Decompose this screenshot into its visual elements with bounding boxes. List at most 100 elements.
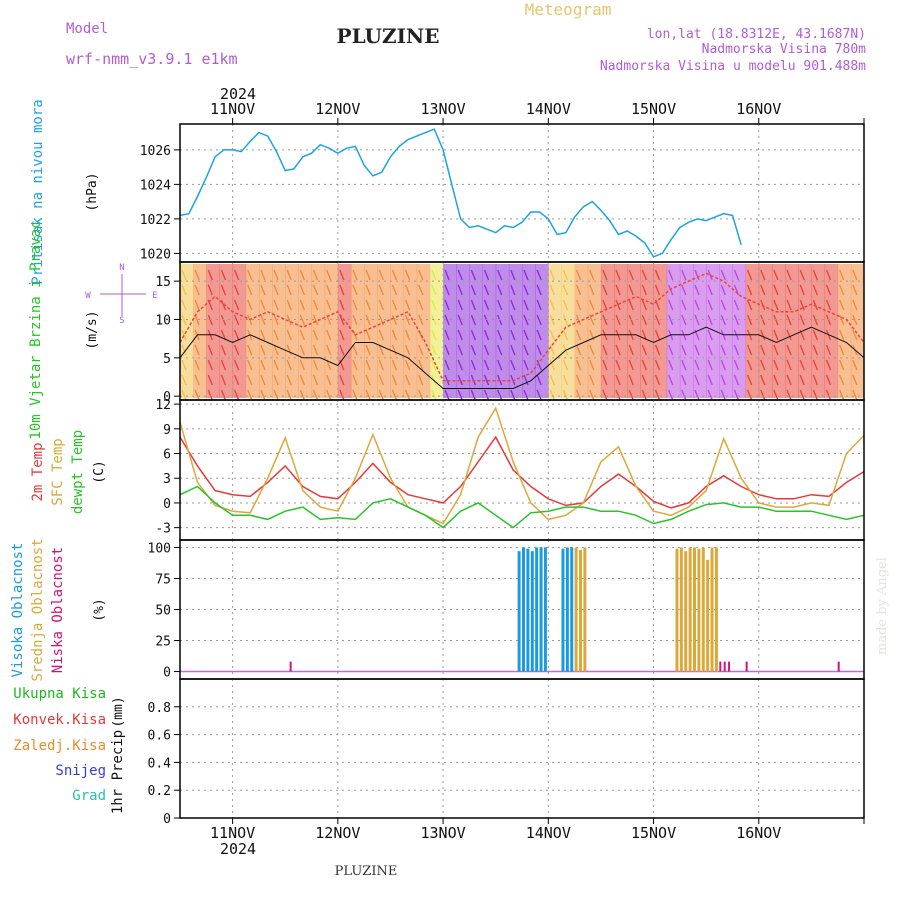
wind-barb bbox=[483, 329, 490, 341]
wind-barb bbox=[589, 299, 595, 311]
wind-barb bbox=[839, 269, 845, 281]
wind-barb bbox=[654, 389, 661, 401]
y-tick-label: 6 bbox=[163, 448, 171, 463]
panel-clouds: 0 25 50 75 100 bbox=[148, 539, 865, 681]
wind-barb bbox=[457, 389, 463, 401]
wind-barb bbox=[786, 344, 792, 356]
wind-barb bbox=[839, 389, 845, 401]
wind-barb bbox=[286, 359, 292, 371]
wind-barb bbox=[444, 299, 450, 311]
wind-barb bbox=[549, 374, 555, 386]
wind-barb bbox=[497, 299, 503, 311]
wind-barb bbox=[825, 359, 832, 371]
wind-barb bbox=[247, 299, 253, 311]
wind-barb bbox=[575, 389, 582, 401]
wind-barb bbox=[746, 374, 753, 386]
wind-barb bbox=[720, 314, 726, 326]
cloud-bar bbox=[693, 547, 696, 672]
wind-barb bbox=[681, 344, 687, 356]
legend-freezing-rain: Zaledj.Kisa bbox=[13, 738, 106, 754]
wind-barb bbox=[720, 269, 726, 281]
wind-barb bbox=[194, 374, 200, 386]
wind-barb bbox=[733, 359, 740, 371]
wind-barb bbox=[233, 314, 240, 326]
wind-barb bbox=[510, 389, 516, 401]
wind-barb bbox=[220, 359, 227, 371]
wind-barb bbox=[746, 359, 753, 371]
wind-barb bbox=[312, 344, 319, 356]
wind-barb bbox=[233, 284, 240, 296]
wind-barb bbox=[668, 269, 674, 281]
credit-watermark: made by Angel bbox=[875, 557, 890, 655]
cloud-bar bbox=[517, 551, 521, 672]
wind-barb bbox=[720, 374, 726, 386]
wind-barb bbox=[497, 374, 503, 386]
wind-barb bbox=[247, 389, 253, 401]
wind-barb bbox=[615, 284, 621, 296]
wind-barb bbox=[760, 389, 766, 401]
wind-barb bbox=[378, 284, 384, 296]
wind-barb bbox=[299, 284, 306, 296]
y-tick-label: 5 bbox=[163, 352, 171, 367]
wind-barb bbox=[668, 389, 674, 401]
wind-barb bbox=[536, 329, 542, 341]
wind-barb bbox=[852, 284, 858, 296]
wind-barb bbox=[549, 329, 555, 341]
wind-barb bbox=[339, 269, 345, 281]
compass-e: E bbox=[152, 291, 157, 301]
wind-barb bbox=[773, 284, 779, 296]
temp-ylabel: 2m Temp SFC Temp dewpt Temp (C) bbox=[30, 430, 107, 514]
y-tick-label: 25 bbox=[155, 635, 171, 650]
wind-barb bbox=[312, 359, 319, 371]
y-tick-label: 1020 bbox=[140, 247, 171, 262]
wind-barb bbox=[470, 299, 477, 311]
legend-rain-convective: Konvek.Kisa bbox=[13, 712, 106, 728]
top-day-label: 15NOV bbox=[631, 100, 676, 118]
wind-barb bbox=[536, 284, 542, 296]
wind-barb bbox=[444, 284, 450, 296]
wind-barb bbox=[628, 269, 634, 281]
panel-frame bbox=[179, 123, 865, 263]
wind-barb bbox=[233, 389, 240, 401]
wind-barb bbox=[273, 284, 279, 296]
wind-barb bbox=[299, 359, 306, 371]
wind-barb bbox=[286, 389, 292, 401]
wind-barb bbox=[312, 269, 319, 281]
wind-barb bbox=[707, 344, 713, 356]
wind-barb bbox=[615, 359, 621, 371]
wind-barb bbox=[694, 374, 700, 386]
cloud-bar bbox=[535, 547, 539, 672]
wind-barb bbox=[852, 269, 858, 281]
wind-barb bbox=[470, 374, 477, 386]
wind-barb bbox=[273, 329, 279, 341]
wind-barb bbox=[326, 359, 332, 371]
wind-barb bbox=[852, 329, 858, 341]
wind-barb bbox=[681, 314, 687, 326]
wind-barb bbox=[233, 329, 240, 341]
panels: 1020102210241026051015-30369120255075100… bbox=[140, 118, 865, 827]
y-tick-label: 12 bbox=[155, 398, 171, 413]
wind-barb bbox=[825, 269, 832, 281]
wind-barb bbox=[286, 374, 292, 386]
wind-barb bbox=[668, 344, 674, 356]
wind-barb bbox=[746, 314, 753, 326]
series-temperature-2m-temp bbox=[179, 435, 865, 509]
cloud-axis-unit: (%) bbox=[92, 598, 107, 621]
wind-barb bbox=[365, 269, 371, 281]
wind-barb bbox=[312, 284, 319, 296]
cloud-bar bbox=[570, 547, 574, 672]
cloud-bar bbox=[688, 547, 692, 672]
wind-barb bbox=[562, 389, 569, 401]
wind-barb bbox=[720, 344, 726, 356]
wind-barb bbox=[233, 374, 240, 386]
wind-barb bbox=[220, 269, 227, 281]
wind-barb bbox=[181, 314, 187, 326]
wind-barb bbox=[339, 374, 345, 386]
cloud-bar bbox=[543, 547, 547, 672]
wind-barb bbox=[339, 314, 345, 326]
wind-barb bbox=[549, 284, 555, 296]
wind-barb bbox=[378, 299, 384, 311]
wind-barb bbox=[575, 344, 582, 356]
wind-barb bbox=[773, 344, 779, 356]
wind-barb bbox=[326, 389, 332, 401]
